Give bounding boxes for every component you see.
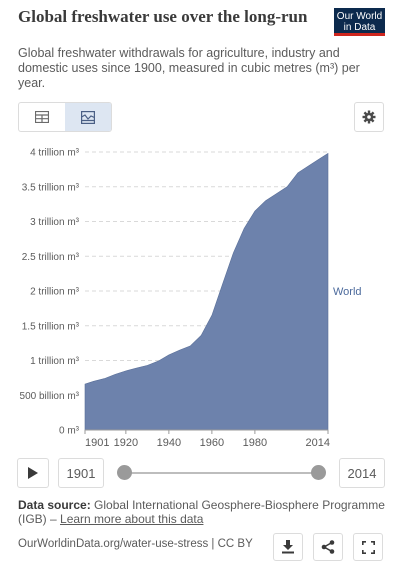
- logo-line-1: Our World: [336, 11, 383, 22]
- y-tick-label: 1.5 trillion m³: [22, 321, 80, 332]
- y-tick-label: 500 billion m³: [20, 391, 80, 402]
- timeline-start-handle[interactable]: [117, 465, 132, 480]
- area-series: [84, 152, 329, 431]
- x-tick-label: 1940: [157, 437, 181, 449]
- logo-accent-bar: [334, 33, 385, 36]
- share-icon: [321, 540, 335, 554]
- gear-icon: [362, 110, 376, 124]
- series-area-world[interactable]: [84, 152, 329, 431]
- footer-url[interactable]: OurWorldinData.org/water-use-stress | CC…: [18, 538, 253, 550]
- y-tick-label: 3.5 trillion m³: [22, 182, 80, 193]
- y-tick-label: 1 trillion m³: [30, 356, 80, 367]
- data-source: Data source: Global International Geosph…: [18, 498, 388, 526]
- chart-subtitle: Global freshwater withdrawals for agricu…: [18, 46, 360, 90]
- area-chart-icon: [81, 110, 95, 124]
- settings-button[interactable]: [354, 102, 384, 132]
- x-tick-label: 1901: [85, 437, 109, 449]
- y-tick-label: 4 trillion m³: [30, 148, 80, 159]
- y-tick-label: 3 trillion m³: [30, 217, 80, 228]
- y-tick-label: 0 m³: [59, 426, 80, 437]
- source-label: Data source:: [18, 498, 91, 512]
- source-text: Global International Geosphere-Biosphere…: [18, 498, 385, 526]
- y-axis-ticks: 0 m³ 500 billion m³ 1 trillion m³ 1.5 trill…: [20, 148, 80, 437]
- play-button[interactable]: [17, 458, 49, 488]
- tab-chart[interactable]: [65, 103, 111, 131]
- timeline-track[interactable]: [124, 472, 318, 474]
- play-icon: [28, 467, 38, 479]
- logo-line-2: in Data: [343, 22, 376, 33]
- end-year-box[interactable]: 2014: [339, 458, 385, 488]
- x-tick-label: 2014: [306, 437, 330, 449]
- fullscreen-button[interactable]: [353, 533, 383, 561]
- x-tick-label: 1960: [200, 437, 224, 449]
- fullscreen-icon: [361, 540, 375, 554]
- series-labels: World: [333, 286, 362, 298]
- y-tick-label: 2 trillion m³: [30, 287, 80, 298]
- timeline-end-handle[interactable]: [311, 465, 326, 480]
- view-tabs: [18, 102, 112, 132]
- x-tick-label: 1920: [114, 437, 138, 449]
- learn-more-link[interactable]: Learn more about this data: [60, 512, 204, 526]
- tab-table[interactable]: [19, 103, 65, 131]
- download-icon: [282, 540, 294, 554]
- area-chart: 0 m³ 500 billion m³ 1 trillion m³ 1.5 trill…: [20, 148, 362, 450]
- chart-title: Global freshwater use over the long-run: [18, 7, 308, 26]
- y-tick-label: 2.5 trillion m³: [22, 252, 80, 263]
- download-button[interactable]: [273, 533, 303, 561]
- start-year-box[interactable]: 1901: [58, 458, 104, 488]
- series-label-world[interactable]: World: [333, 286, 362, 298]
- owid-logo[interactable]: Our World in Data: [334, 8, 385, 36]
- x-axis-ticks: 1901 1920 1940 1960 1980 2014: [84, 430, 330, 449]
- x-tick-label: 1980: [243, 437, 267, 449]
- table-icon: [35, 111, 49, 123]
- share-button[interactable]: [313, 533, 343, 561]
